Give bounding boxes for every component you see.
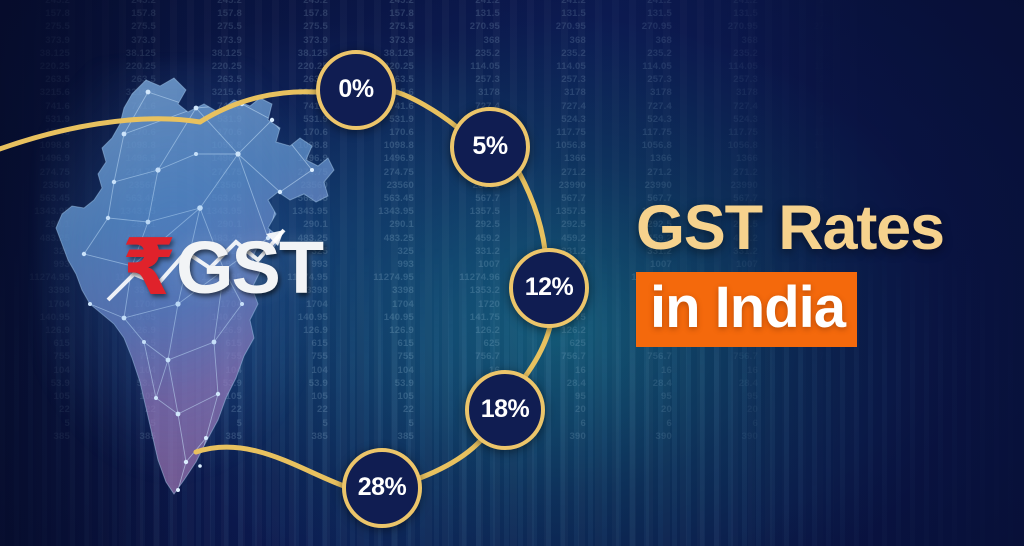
rate-badge-0[interactable]: 0% [316,50,396,130]
rate-badge-5-label: 5% [472,131,508,160]
rate-badge-5[interactable]: 5% [450,107,530,187]
headline-line-2: in India [650,275,846,340]
rate-badge-12[interactable]: 12% [509,248,589,328]
rate-badge-0-label: 0% [338,74,374,103]
rate-badge-18[interactable]: 18% [465,370,545,450]
headline-line-1: GST Rates [636,193,945,263]
gst-logo: ₹ GST [106,223,324,318]
gst-logo-text: GST [176,226,324,309]
headline-highlight-box: in India [636,272,857,347]
rupee-icon: ₹ [122,223,177,313]
rate-badge-28[interactable]: 28% [342,448,422,528]
growth-arrow-icon [106,228,286,302]
rate-badge-28-label: 28% [357,472,407,501]
rate-badge-18-label: 18% [480,394,530,423]
headline-block: GST Rates in India [636,196,976,347]
rate-badge-12-label: 12% [524,272,574,301]
